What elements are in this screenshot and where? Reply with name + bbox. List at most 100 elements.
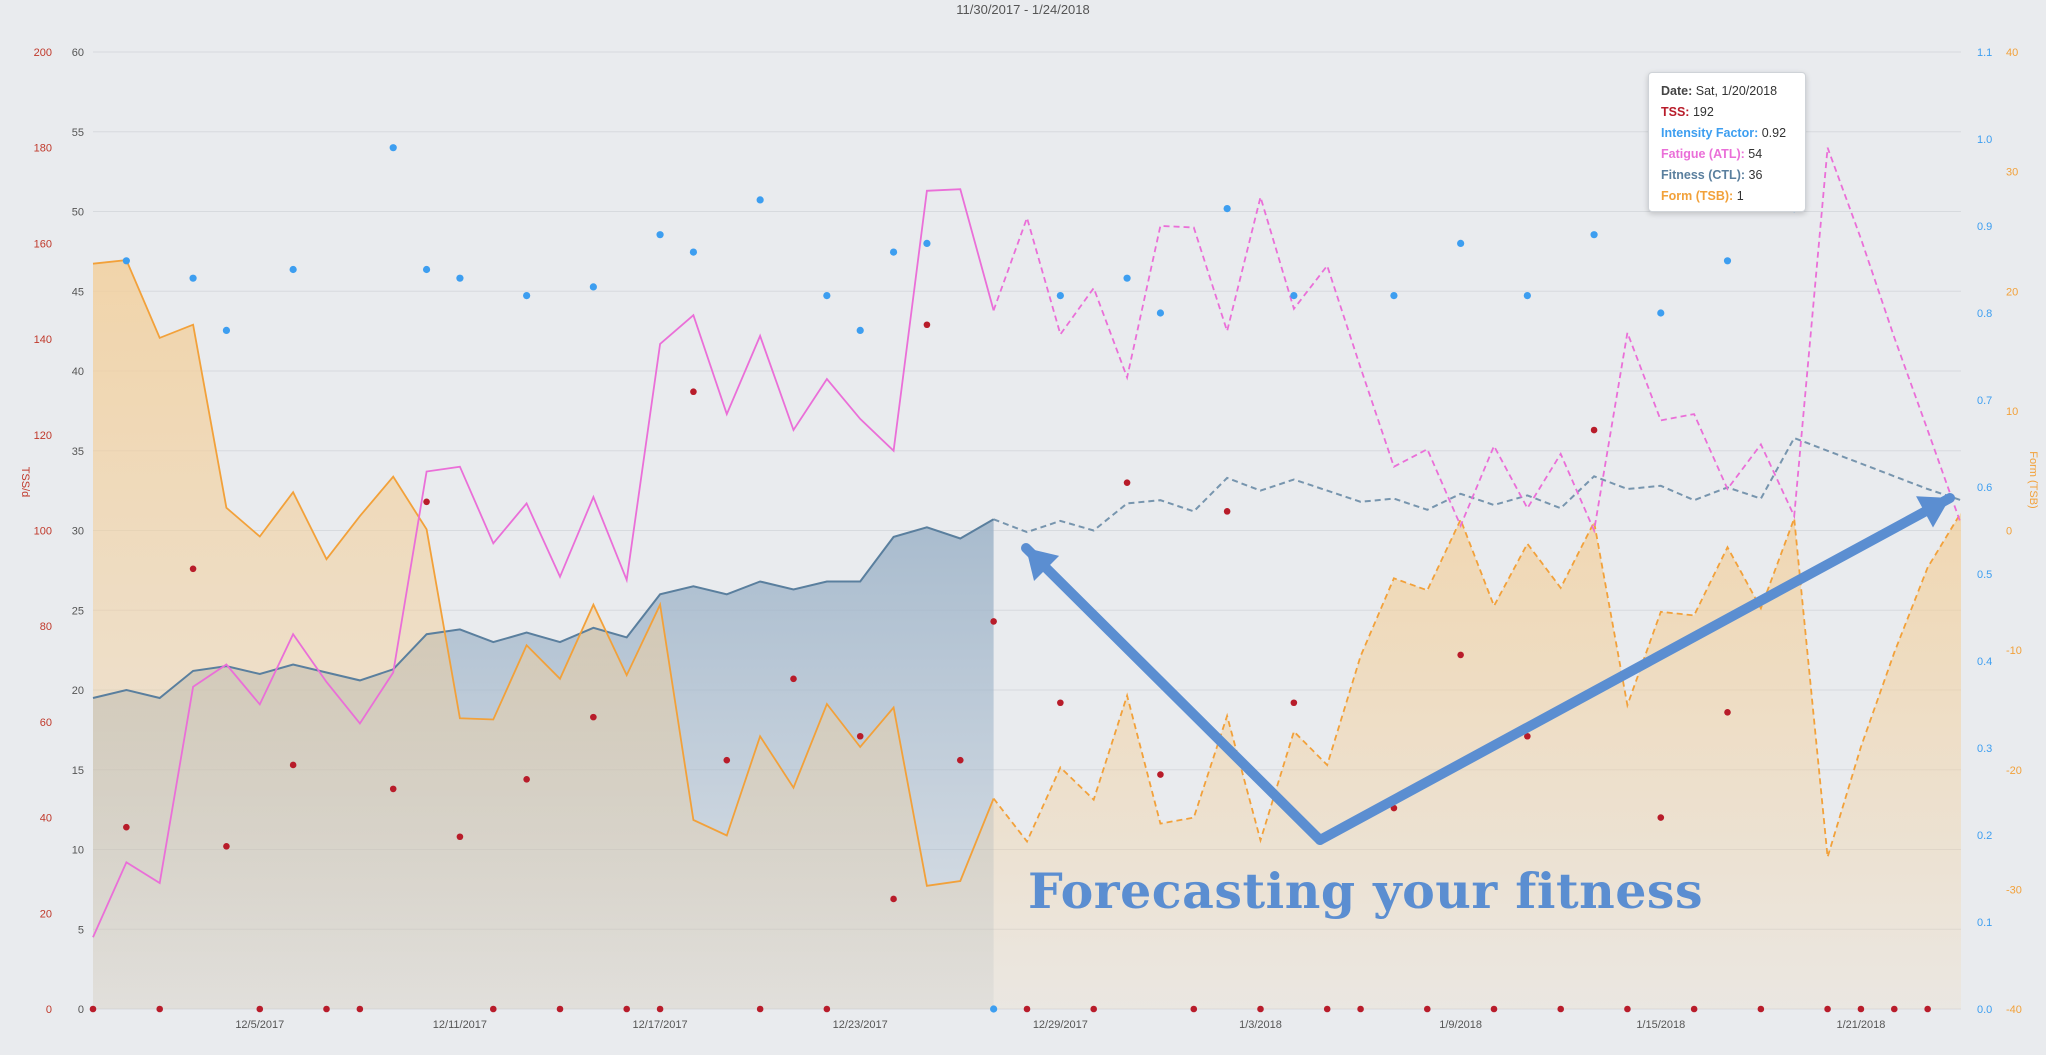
tss-point [189, 565, 197, 573]
intensity-point [1390, 292, 1398, 300]
intensity-point [589, 283, 597, 291]
tss-point [656, 1005, 664, 1013]
date-range-title: 11/30/2017 - 1/24/2018 [956, 2, 1090, 17]
y-load-tick-label: 5 [78, 924, 84, 936]
y-if-tick-label: 0.1 [1977, 917, 1992, 929]
intensity-point [1657, 309, 1665, 317]
tss-point [489, 1005, 497, 1013]
x-tick-label: 1/9/2018 [1439, 1019, 1482, 1031]
forecast-annotation: Forecasting your fitness [1028, 862, 1704, 920]
tss-point [790, 675, 797, 683]
y-tss-tick-label: 200 [34, 47, 52, 59]
y-if-tick-label: 0.7 [1977, 395, 1992, 407]
y-form-axis-title: Form (TSB) [2027, 451, 2039, 508]
intensity-point [1457, 239, 1465, 247]
y-load-tick-label: 0 [78, 1004, 84, 1016]
tooltip-ctl-row: Fitness (CTL): 36 [1661, 165, 1795, 186]
y-if-tick-label: 0.8 [1977, 308, 1992, 320]
y-load-tick-label: 40 [72, 366, 84, 378]
y-if-tick-label: 0.5 [1977, 569, 1992, 581]
tss-point [1090, 1005, 1098, 1013]
tooltip-tsb-value: 1 [1736, 189, 1744, 203]
forecast-arrow-right [1315, 493, 1955, 845]
intensity-point [1590, 231, 1598, 239]
intensity-point [1523, 292, 1531, 300]
tss-point [690, 388, 697, 396]
x-tick-label: 12/29/2017 [1033, 1019, 1088, 1031]
x-tick-label: 12/17/2017 [633, 1019, 688, 1031]
tss-point [1457, 651, 1464, 659]
y-form-tick-label: 40 [2006, 47, 2018, 59]
y-tss-axis-title: TSS/d [19, 467, 31, 498]
y-load-tick-label: 25 [72, 605, 84, 617]
tss-point [623, 1005, 631, 1013]
tss-point [523, 776, 530, 783]
intensity-point [222, 326, 231, 334]
tss-point [590, 713, 597, 721]
intensity-point [856, 326, 864, 334]
y-if-tick-label: 0.9 [1977, 221, 1992, 233]
tss-point [456, 833, 464, 841]
tss-point [956, 756, 964, 764]
arrow-shaft [1021, 543, 1325, 845]
fitness-line-forecast [993, 436, 1962, 534]
tss-point [990, 618, 997, 625]
tss-point [756, 1005, 764, 1013]
intensity-point [1056, 292, 1064, 300]
y-form-tick-label: -20 [2006, 765, 2022, 777]
y-if-tick-label: 1.0 [1977, 134, 1992, 146]
tss-point [1657, 814, 1665, 821]
tss-point [1423, 1005, 1431, 1013]
y-if-tick-label: 0.4 [1977, 656, 1992, 668]
tss-point [1690, 1005, 1698, 1013]
tss-point [1023, 1005, 1031, 1013]
y-tss-tick-label: 0 [46, 1004, 52, 1016]
tss-point [823, 1005, 831, 1013]
tooltip-atl-label: Fatigue (ATL): [1661, 147, 1745, 161]
tooltip-ctl-label: Fitness (CTL): [1661, 168, 1746, 182]
intensity-point [122, 257, 130, 265]
tss-point [723, 756, 731, 764]
x-tick-label: 1/3/2018 [1239, 1019, 1282, 1031]
tss-point [1624, 1005, 1631, 1013]
intensity-point [1290, 292, 1298, 300]
y-tss-tick-label: 60 [40, 717, 52, 729]
intensity-point [389, 144, 397, 152]
y-tss-tick-label: 140 [34, 334, 52, 346]
y-load-tick-label: 30 [72, 526, 84, 538]
tss-point [1557, 1005, 1565, 1013]
tss-point [1323, 1005, 1331, 1013]
tss-point [1524, 732, 1531, 740]
y-tss-tick-label: 180 [34, 143, 52, 155]
form-area [93, 260, 994, 1010]
tss-point [156, 1005, 164, 1013]
y-tss-tick-label: 120 [34, 430, 52, 442]
tss-point [1223, 508, 1231, 515]
intensity-point [1156, 309, 1165, 317]
y-form-tick-label: -10 [2006, 645, 2022, 657]
y-load-tick-label: 55 [72, 127, 84, 139]
tss-point [323, 1005, 330, 1013]
intensity-point [1723, 257, 1732, 265]
tooltip-tsb-label: Form (TSB): [1661, 189, 1734, 203]
tss-point [356, 1005, 364, 1013]
tss-point [890, 895, 897, 903]
tss-point [1890, 1005, 1898, 1013]
y-form-tick-label: 30 [2006, 167, 2018, 179]
tss-point [389, 785, 397, 793]
tss-point [1824, 1005, 1831, 1013]
intensity-point [923, 239, 931, 247]
tss-point [1057, 699, 1064, 707]
tss-point [1490, 1005, 1498, 1013]
tss-point [1590, 426, 1598, 434]
intensity-point [422, 265, 431, 274]
tss-point [123, 823, 130, 831]
y-if-tick-label: 1.1 [1977, 47, 1992, 59]
intensity-point [189, 274, 197, 282]
tooltip-date-label: Date: [1661, 84, 1693, 98]
tss-point [89, 1005, 97, 1013]
tss-point [1190, 1005, 1198, 1013]
tooltip-date-value: Sat, 1/20/2018 [1695, 84, 1778, 98]
fatigue-line [92, 188, 995, 938]
